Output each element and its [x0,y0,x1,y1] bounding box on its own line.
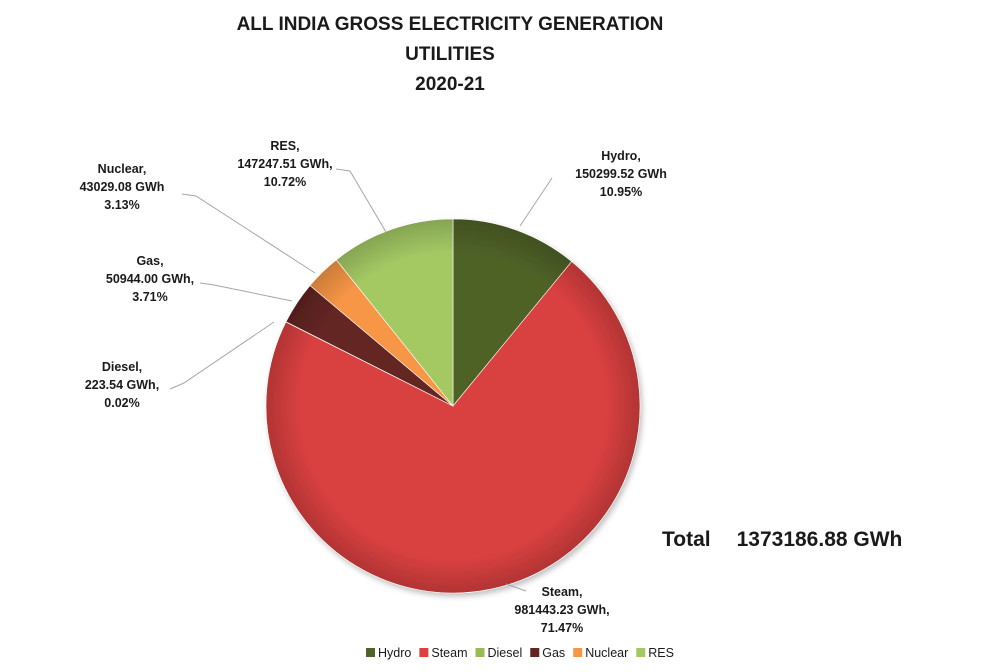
leader-line-steam [505,583,527,592]
legend-swatch-gas [530,648,540,657]
total-value: 1373186.88 GWh [736,528,903,551]
data-label-diesel: Diesel, 223.54 GWh, 0.02% [85,360,159,410]
legend-swatch-hydro [366,648,376,657]
legend: Hydro Steam Diesel Gas Nuclear RES [366,646,674,660]
leader-line-nuclear [181,193,316,274]
leader-line-diesel [169,321,275,390]
total-readout: Total 1373186.88 GWh [662,528,902,552]
data-label-nuclear: Nuclear, 43029.08 GWh 3.13% [80,162,165,212]
legend-label-nuclear: Nuclear [585,646,628,660]
chart-title-line-1: ALL INDIA GROSS ELECTRICITY GENERATION [236,14,664,35]
data-label-gas: Gas, 50944.00 GWh, 3.71% [106,254,194,304]
legend-label-res: RES [648,646,674,660]
data-label-res: RES, 147247.51 GWh, 10.72% [237,139,332,189]
chart-title-line-3: 2020-21 [415,74,485,95]
legend-swatch-res [636,648,646,657]
legend-swatch-diesel [475,648,485,657]
chart-title-line-2: UTILITIES [405,44,495,65]
legend-swatch-steam [419,648,429,657]
pie-slice-res [335,218,454,407]
legend-label-steam: Steam [431,646,467,660]
leader-line-res [335,168,387,233]
leader-line-gas [199,282,293,302]
data-label-steam: Steam, 981443.23 GWh, 71.47% [514,585,609,635]
legend-label-diesel: Diesel [488,646,523,660]
legend-label-gas: Gas [542,646,565,660]
legend-swatch-nuclear [573,648,583,657]
data-label-hydro: Hydro, 150299.52 GWh 10.95% [575,149,667,199]
pie-slice-steam [265,261,641,594]
total-label: Total [662,528,711,551]
leader-line-hydro [519,177,553,227]
pie-slice-hydro [452,218,573,407]
legend-label-hydro: Hydro [378,646,411,660]
